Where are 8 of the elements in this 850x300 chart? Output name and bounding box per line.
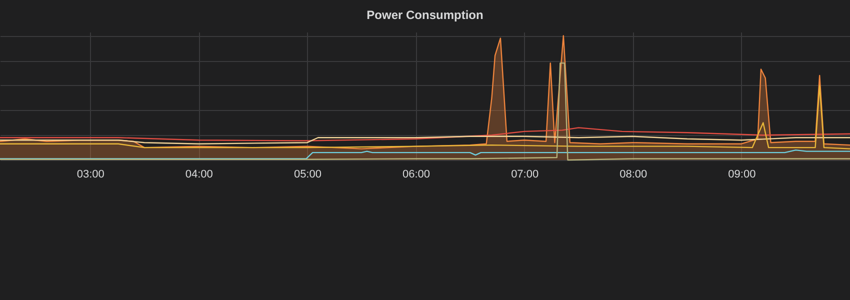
x-tick-label: 08:00 — [620, 168, 648, 180]
x-tick-label: 03:00 — [76, 168, 104, 180]
x-tick-label: 07:00 — [511, 168, 539, 180]
x-tick-label: 09:00 — [728, 168, 756, 180]
x-tick-label: 05:00 — [294, 168, 322, 180]
x-tick-label: 06:00 — [402, 168, 430, 180]
chart-title: Power Consumption — [366, 8, 484, 22]
x-tick-label: 04:00 — [185, 168, 213, 180]
